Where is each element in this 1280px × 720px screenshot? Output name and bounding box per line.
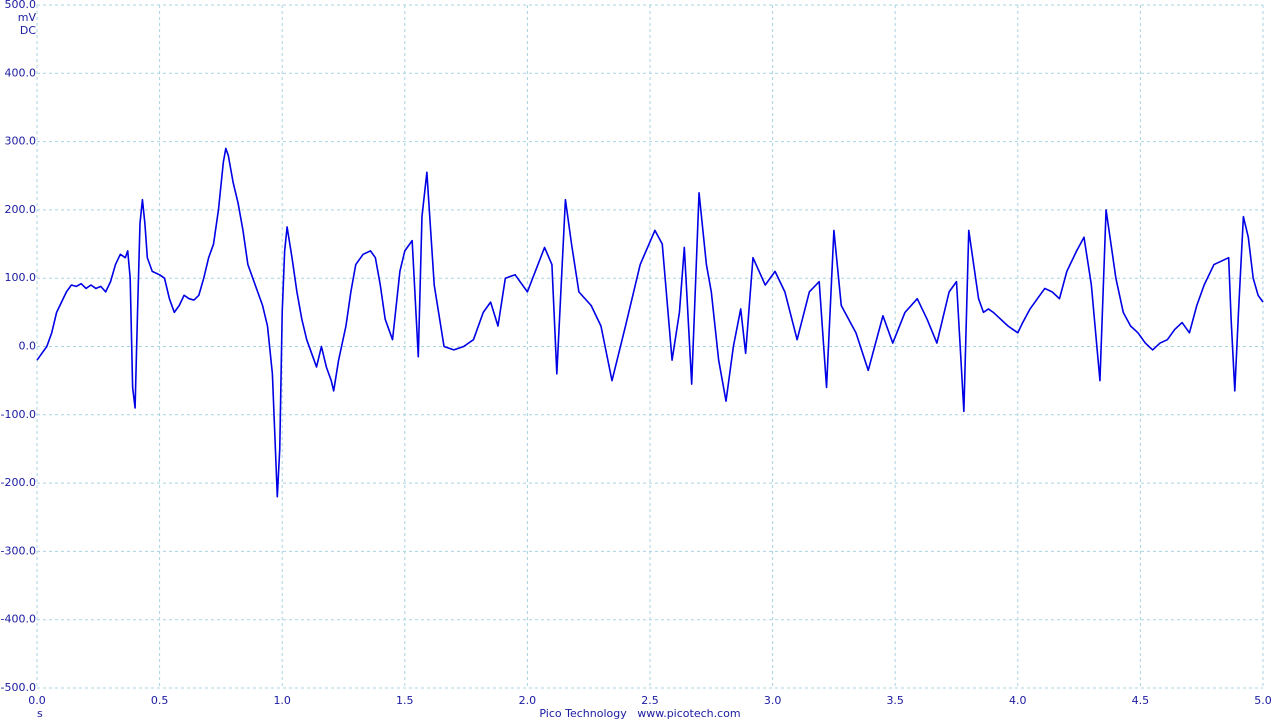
y-tick-label: 200.0: [5, 203, 37, 216]
x-tick-label: 0.0: [28, 694, 46, 707]
x-tick-label: 4.5: [1132, 694, 1150, 707]
y-tick-label: -500.0: [1, 681, 36, 694]
y-tick-label: 300.0: [5, 135, 37, 148]
y-unit: mV: [18, 11, 37, 24]
y-tick-label: -100.0: [1, 408, 36, 421]
y-tick-label: -400.0: [1, 613, 36, 626]
x-unit: s: [37, 707, 43, 720]
x-tick-label: 1.0: [273, 694, 291, 707]
y-tick-label: 500.0: [5, 0, 37, 11]
x-tick-label: 4.0: [1009, 694, 1027, 707]
x-tick-label: 3.5: [886, 694, 904, 707]
x-tick-label: 5.0: [1254, 694, 1272, 707]
x-tick-label: 1.5: [396, 694, 414, 707]
y-tick-label: -200.0: [1, 476, 36, 489]
y-tick-label: -300.0: [1, 544, 36, 557]
x-tick-label: 3.0: [764, 694, 782, 707]
x-tick-label: 0.5: [151, 694, 169, 707]
coupling: DC: [20, 24, 36, 37]
y-tick-label: 0.0: [19, 340, 37, 353]
y-tick-label: 400.0: [5, 66, 37, 79]
x-tick-label: 2.0: [519, 694, 537, 707]
trace: [36, 147, 1264, 498]
x-tick-label: 2.5: [641, 694, 659, 707]
y-tick-label: 100.0: [5, 271, 37, 284]
footer: Pico Technology www.picotech.com: [539, 707, 740, 720]
